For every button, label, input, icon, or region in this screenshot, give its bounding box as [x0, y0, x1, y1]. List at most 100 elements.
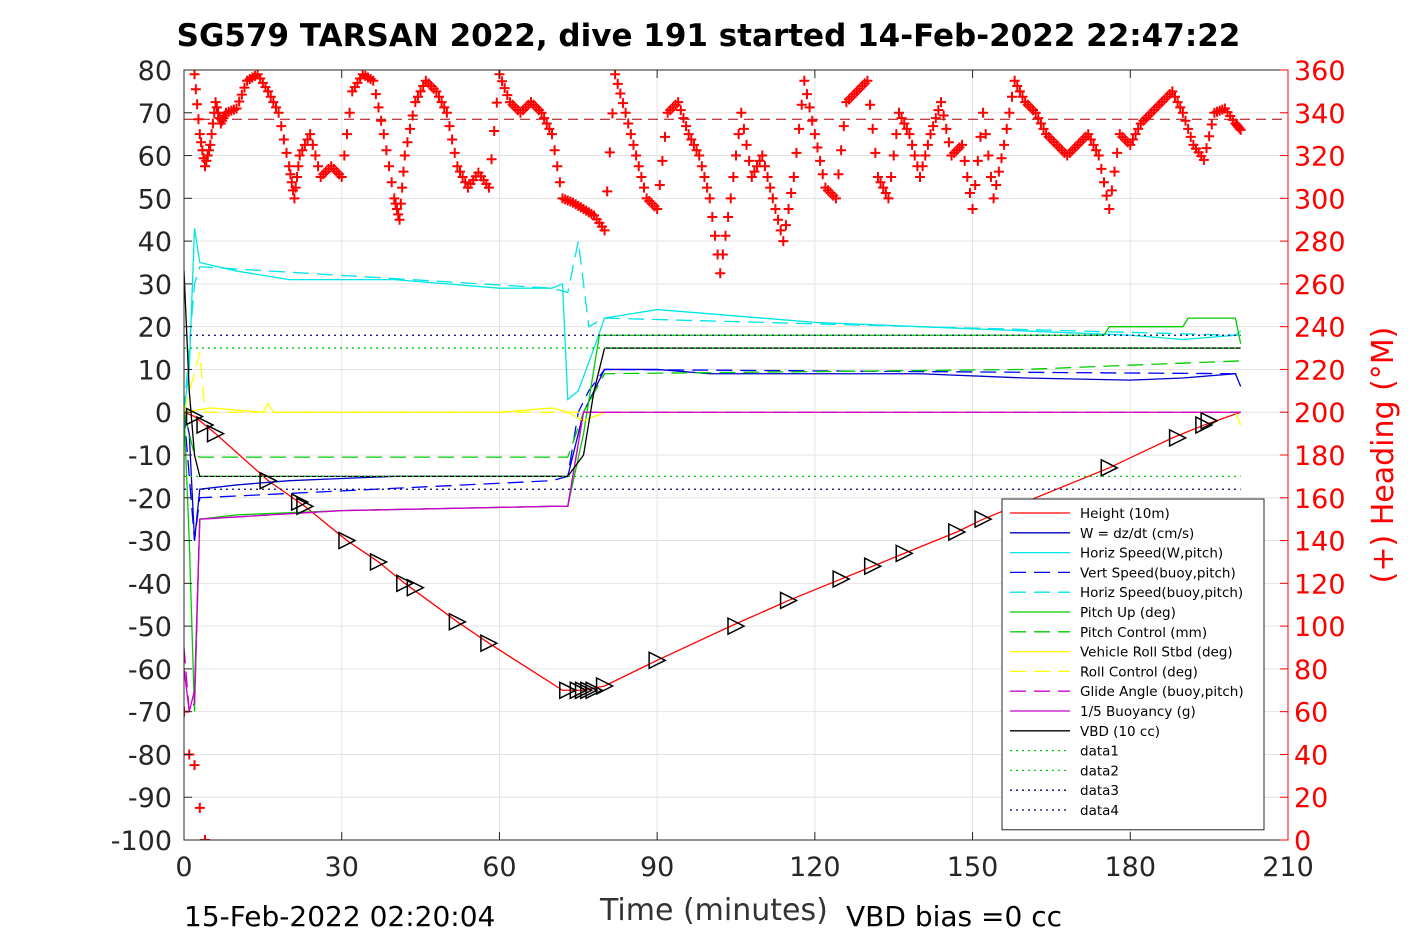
y2-tick-label: 220 — [1294, 355, 1346, 386]
heading-point — [1127, 134, 1138, 145]
heading-point — [796, 99, 807, 110]
legend-label-10: 1/5 Buoyancy (g) — [1080, 704, 1196, 720]
series-line-4 — [184, 240, 1241, 413]
heading-point — [294, 150, 305, 161]
y2-tick-label: 140 — [1294, 527, 1346, 558]
heading-point — [391, 204, 402, 215]
heading-point — [888, 150, 899, 161]
heading-point — [862, 75, 873, 86]
heading-point — [236, 89, 247, 100]
heading-point — [970, 179, 981, 190]
heading-point — [731, 150, 741, 161]
heading-point — [1009, 75, 1020, 86]
heading-point — [491, 97, 502, 108]
heading-point — [386, 177, 397, 188]
heading-point — [547, 129, 557, 140]
heading-point — [370, 89, 381, 100]
heading-point — [193, 114, 204, 125]
triangle-marker — [648, 651, 667, 670]
x-tick-label: 0 — [175, 852, 192, 883]
heading-point — [539, 113, 550, 124]
heading-point — [865, 99, 876, 110]
heading-point — [389, 193, 400, 204]
heading-point — [922, 139, 933, 150]
heading-point — [791, 147, 802, 158]
y-tick-label: -30 — [128, 527, 172, 558]
heading-point — [623, 118, 634, 129]
heading-point — [778, 236, 789, 247]
heading-point — [1104, 204, 1115, 215]
heading-point — [899, 118, 910, 129]
heading-point — [925, 129, 936, 140]
heading-point — [628, 139, 639, 150]
triangle-marker — [396, 574, 415, 593]
heading-point — [602, 186, 613, 197]
triangle-marker — [974, 509, 993, 529]
y2-tick-label: 280 — [1294, 227, 1346, 258]
heading-point — [1096, 163, 1107, 174]
y-tick-label: 0 — [155, 398, 172, 429]
heading-point — [431, 86, 442, 97]
heading-point — [980, 129, 991, 140]
heading-point — [1099, 177, 1109, 188]
heading-point — [904, 129, 915, 140]
heading-point — [381, 145, 392, 156]
y-tick-label: 60 — [138, 142, 172, 173]
heading-point — [675, 105, 686, 116]
heading-point — [930, 113, 941, 124]
heading-point — [211, 102, 222, 113]
heading-point — [293, 161, 304, 172]
heading-point — [967, 204, 978, 215]
legend-label-7: Vehicle Roll Stbd (deg) — [1080, 645, 1233, 661]
heading-point — [1088, 139, 1099, 150]
legend-label-6: Pitch Control (mm) — [1080, 625, 1207, 641]
heading-point — [1109, 166, 1120, 177]
heading-point — [234, 96, 245, 107]
series-line-3 — [184, 368, 1242, 541]
heading-low-point — [200, 835, 211, 840]
heading-point — [1033, 113, 1044, 124]
heading-point — [686, 134, 697, 145]
heading-point — [983, 150, 994, 161]
heading-point — [620, 107, 631, 118]
triangle-marker — [727, 616, 746, 636]
heading-point — [681, 121, 692, 132]
heading-point — [1183, 123, 1194, 134]
heading-point — [696, 161, 707, 172]
heading-point — [1101, 190, 1112, 201]
heading-point — [407, 110, 418, 121]
heading-point — [996, 153, 1007, 164]
heading-point — [770, 204, 781, 215]
heading-point — [886, 171, 897, 182]
heading-point — [231, 103, 242, 114]
heading-point — [1175, 102, 1186, 113]
y-tick-label: -50 — [128, 612, 172, 643]
heading-point — [402, 137, 413, 148]
y-tick-label: -70 — [128, 698, 172, 729]
series-line-0 — [184, 411, 1241, 691]
heading-point — [378, 129, 389, 140]
heading-point — [1035, 118, 1046, 129]
triangle-marker — [338, 531, 357, 550]
heading-point — [189, 70, 200, 80]
y2-tick-label: 60 — [1294, 698, 1328, 729]
heading-point — [297, 145, 308, 156]
y-tick-label: -10 — [128, 441, 172, 472]
heading-point — [368, 75, 379, 86]
heading-point — [702, 182, 713, 193]
heading-point — [395, 198, 406, 209]
heading-point — [909, 150, 920, 161]
heading-point — [972, 155, 983, 166]
legend-label-0: Height (10m) — [1080, 506, 1170, 522]
heading-point — [552, 161, 563, 172]
heading-point — [1235, 124, 1246, 135]
heading-point — [809, 129, 820, 140]
heading-point — [436, 97, 447, 108]
heading-point — [1201, 143, 1212, 154]
heading-point — [804, 102, 815, 113]
y-tick-label: -100 — [111, 826, 172, 857]
heading-point — [920, 150, 931, 161]
triangle-marker — [779, 591, 799, 610]
heading-point — [744, 155, 755, 166]
legend-label-2: Horiz Speed(W,pitch) — [1080, 546, 1223, 562]
